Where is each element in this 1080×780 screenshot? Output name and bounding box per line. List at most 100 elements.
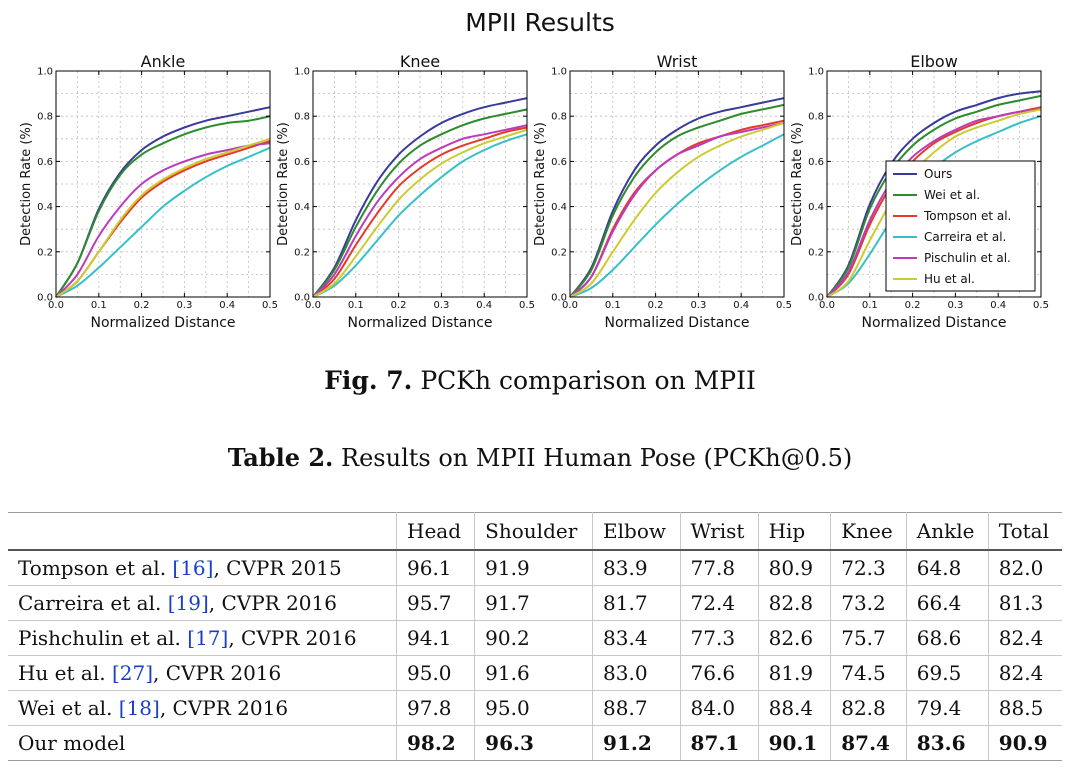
- x-tick-label: 0.2: [134, 300, 150, 311]
- chart-legend: Ours Wei et al. Tompson et al. Carreira et …: [885, 160, 1036, 292]
- legend-label-wei-et-al: Wei et al.: [924, 188, 980, 202]
- table-cell: 75.7: [830, 620, 907, 656]
- table-cell: 90.2: [474, 620, 593, 656]
- legend-label-carreira-et-al: Carreira et al.: [924, 230, 1006, 244]
- table-cell: 95.7: [395, 585, 475, 621]
- method-cell: Wei et al. [18], CVPR 2016: [8, 691, 397, 726]
- x-tick-label: 0.2: [648, 300, 664, 311]
- table-caption-label: Table 2.: [227, 443, 334, 472]
- method-name: Pishchulin et al.: [18, 626, 188, 650]
- table-cell: 72.3: [830, 550, 907, 586]
- header-cell-wrist: Wrist: [679, 512, 759, 551]
- table-cell: 83.9: [592, 550, 681, 586]
- chart-panel-elbow: 0.0 0.1 0.2 0.3 0.4 0.5 0.0 0.2 0.4 0.6 0.8 1.0 Elbo…: [790, 52, 1049, 331]
- table-cell: 73.2: [830, 585, 907, 621]
- y-tick-label: 0.2: [37, 247, 53, 258]
- y-tick-label: 0.8: [37, 112, 53, 123]
- y-tick-label: 0.0: [37, 293, 53, 304]
- method-venue: , CVPR 2016: [208, 591, 337, 615]
- table-cell: 91.6: [474, 655, 593, 691]
- x-tick-label: 0.5: [519, 300, 535, 311]
- table-row: Pishchulin et al. [17], CVPR 2016 94.1 90.…: [8, 620, 1062, 656]
- y-tick-label: 0.8: [294, 112, 310, 123]
- table-cell: 96.1: [395, 550, 475, 586]
- table-cell: 91.2: [592, 725, 681, 761]
- table-row: Wei et al. [18], CVPR 2016 97.8 95.0 88.7 84…: [8, 690, 1062, 726]
- table-cell: 88.7: [592, 690, 681, 726]
- table-cell: 87.4: [830, 725, 907, 761]
- table-caption: Table 2. Results on MPII Human Pose (PCK…: [0, 443, 1080, 472]
- table-cell: 80.9: [757, 550, 831, 586]
- legend-label-ours: Ours: [924, 167, 952, 181]
- series-line-pischulin-et-al: [55, 142, 271, 298]
- y-axis-label: Detection Rate (%): [533, 122, 548, 246]
- legend-label-tompson-et-al: Tompson et al.: [923, 209, 1011, 223]
- x-axis-label: Normalized Distance: [604, 315, 749, 331]
- method-venue: , CVPR 2016: [153, 661, 282, 685]
- table-cell: 74.5: [830, 655, 907, 691]
- y-tick-label: 0.6: [37, 157, 53, 168]
- method-venue: , CVPR 2016: [228, 626, 357, 650]
- y-tick-label: 0.0: [294, 293, 310, 304]
- series-line-wei-et-al: [312, 108, 528, 298]
- legend-label-hu-et-al: Hu et al.: [924, 272, 975, 286]
- method-name: Wei et al.: [18, 696, 119, 720]
- table-row: Carreira et al. [19], CVPR 2016 95.7 91.7 8…: [8, 585, 1062, 621]
- table-cell: 97.8: [395, 690, 475, 726]
- series-line-hu-et-al: [826, 108, 1042, 298]
- method-cell: Pishchulin et al. [17], CVPR 2016: [8, 621, 397, 656]
- table-cell: 95.0: [395, 655, 475, 691]
- x-tick-label: 0.3: [433, 300, 449, 311]
- header-cell-shoulder: Shoulder: [474, 512, 593, 551]
- panel-title: Elbow: [910, 52, 958, 71]
- method-name: Our model: [18, 731, 126, 755]
- citation-link[interactable]: [19]: [167, 591, 209, 615]
- table-cell: 94.1: [395, 620, 475, 656]
- x-tick-label: 0.4: [733, 300, 749, 311]
- table-cell: 68.6: [905, 620, 989, 656]
- table-cell: 98.2: [395, 725, 475, 761]
- table-cell: 82.6: [757, 620, 831, 656]
- y-tick-label: 1.0: [294, 67, 310, 78]
- series-line-ours: [826, 90, 1042, 298]
- citation-link[interactable]: [18]: [118, 696, 160, 720]
- y-tick-label: 0.4: [37, 202, 53, 213]
- results-table: Head Shoulder Elbow Wrist Hip Knee Ankle…: [8, 512, 1062, 761]
- y-tick-label: 1.0: [551, 67, 567, 78]
- table-row: Our model 98.2 96.3 91.2 87.1 90.1 87.4 83.6 90.…: [8, 725, 1062, 761]
- citation-link[interactable]: [17]: [187, 626, 229, 650]
- series-line-pischulin-et-al: [826, 108, 1042, 298]
- table-cell: 69.5: [905, 655, 989, 691]
- series-line-pischulin-et-al: [569, 122, 785, 298]
- method-cell: Hu et al. [27], CVPR 2016: [8, 656, 397, 691]
- y-tick-label: 0.4: [551, 202, 567, 213]
- x-tick-label: 0.4: [219, 300, 235, 311]
- header-cell-hip: Hip: [757, 512, 831, 551]
- figure-caption-label: Fig. 7.: [324, 366, 413, 395]
- plot-frame: [826, 70, 1042, 298]
- table-row: Hu et al. [27], CVPR 2016 95.0 91.6 83.0 76.…: [8, 655, 1062, 691]
- method-venue: , CVPR 2015: [213, 556, 342, 580]
- x-tick-label: 0.5: [1033, 300, 1049, 311]
- y-tick-label: 0.8: [808, 112, 824, 123]
- x-tick-label: 0.5: [262, 300, 278, 311]
- series-line-carreira-et-al: [312, 133, 528, 298]
- table-cell: 82.8: [757, 585, 831, 621]
- y-tick-label: 0.2: [551, 247, 567, 258]
- y-axis-label: Detection Rate (%): [276, 122, 291, 246]
- y-axis-label: Detection Rate (%): [790, 122, 805, 246]
- x-tick-label: 0.3: [176, 300, 192, 311]
- method-cell: Tompson et al. [16], CVPR 2015: [8, 550, 397, 586]
- table-cell: 77.3: [679, 620, 759, 656]
- table-cell: 81.3: [987, 585, 1062, 621]
- table-cell: 90.9: [987, 725, 1062, 761]
- table-cell: 82.4: [987, 655, 1062, 691]
- y-tick-label: 0.0: [551, 293, 567, 304]
- citation-link[interactable]: [27]: [111, 661, 154, 685]
- citation-link[interactable]: [16]: [172, 556, 214, 580]
- x-axis-label: Normalized Distance: [861, 315, 1006, 331]
- method-venue: , CVPR 2016: [159, 696, 289, 720]
- x-tick-label: 0.1: [862, 300, 878, 311]
- method-name: Hu et al.: [18, 661, 112, 685]
- x-tick-label: 0.0: [562, 300, 578, 311]
